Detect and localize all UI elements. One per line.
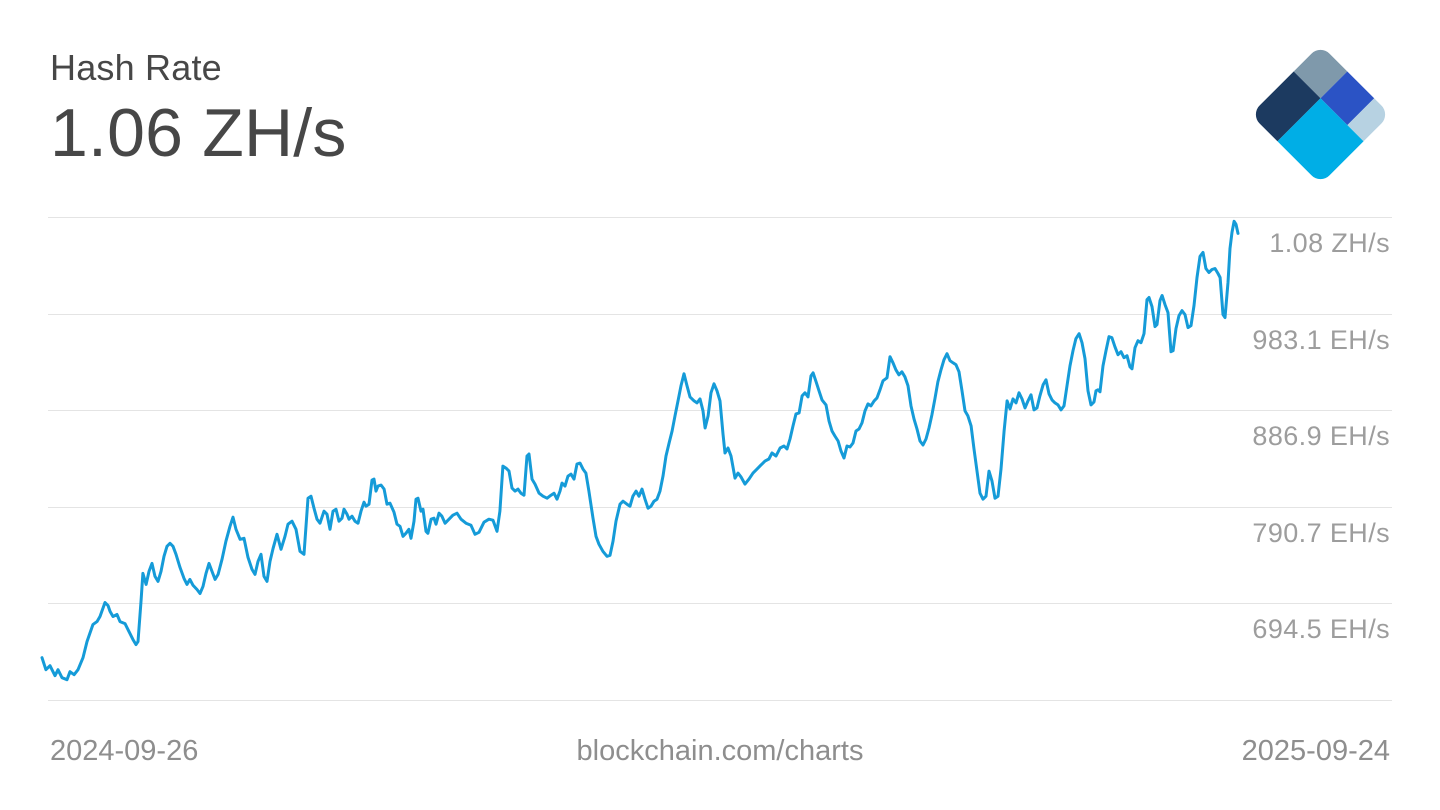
page-title: Hash Rate [50,47,222,88]
x-axis-end-date: 2025-09-24 [1241,735,1390,767]
y-axis-label: 983.1 EH/s [1252,324,1390,355]
gridline [48,699,1392,701]
hash-rate-line-series [40,219,1240,682]
chart-header: Hash Rate 1.06 ZH/s [50,46,347,172]
y-axis-label: 790.7 EH/s [1252,517,1390,548]
gridline [48,506,1392,508]
current-value: 1.06 ZH/s [50,95,347,171]
y-axis-label: 1.08 ZH/s [1269,228,1390,258]
y-axis-label: 886.9 EH/s [1252,421,1390,451]
gridline [48,217,1392,218]
gridline [48,313,1392,315]
chart-footer: 2024-09-26 blockchain.com/charts 2025-09… [0,734,1440,768]
watermark-url: blockchain.com/charts [576,735,864,767]
y-axis-label: 694.5 EH/s [1252,614,1390,644]
gridline [48,603,1392,604]
x-axis-start-date: 2024-09-26 [50,735,199,767]
